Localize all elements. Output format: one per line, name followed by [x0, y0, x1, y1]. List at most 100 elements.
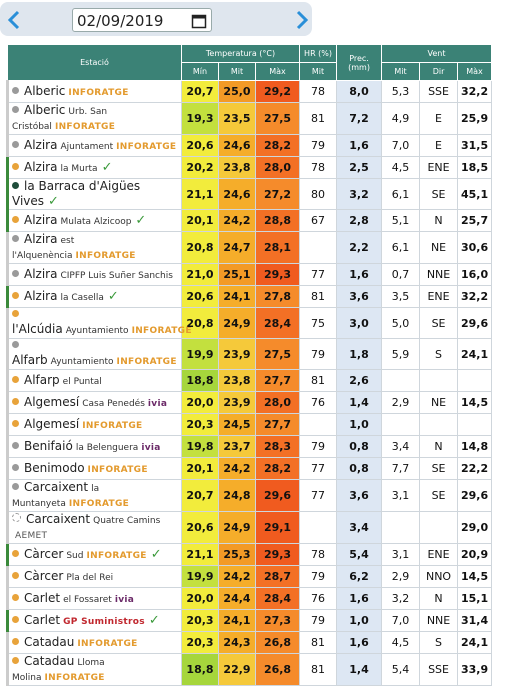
- station-source: INFORATGE: [87, 464, 148, 475]
- value-cell: [419, 511, 459, 544]
- station-source: INFORATGE: [131, 326, 192, 336]
- page: 02/09/2019 Estació Temperatura (°C) HR (…: [0, 2, 493, 686]
- station-source: INFORATGE: [68, 87, 129, 98]
- value-cell: 28,0: [254, 156, 301, 179]
- value-cell: NNE: [419, 609, 459, 632]
- station-cell: la Barraca d'Aigües Vives ✓: [6, 178, 182, 210]
- value-cell: 25,3: [218, 543, 256, 566]
- value-cell: 29,1: [254, 511, 301, 544]
- value-cell: 21,1: [181, 543, 219, 566]
- header-cell: Estació: [7, 44, 182, 81]
- date-text: 02/09/2019: [77, 12, 164, 30]
- value-cell: 6,1: [381, 231, 421, 264]
- value-cell: 20,3: [181, 631, 219, 654]
- value-cell: 28,0: [254, 391, 301, 414]
- station-cell: Benifaió la Belenguera ivia: [6, 435, 182, 458]
- value-cell: 23,9: [218, 338, 256, 370]
- value-cell: 23,5: [218, 102, 256, 135]
- next-day[interactable]: [290, 9, 312, 31]
- value-cell: 3,0: [336, 307, 383, 339]
- date-input[interactable]: 02/09/2019: [72, 8, 212, 32]
- station-row: Catadau INFORATGE 20,3 24,3 26,8 81 1,6 4,5 S 24,…: [6, 631, 493, 654]
- value-cell: 19,3: [181, 102, 219, 135]
- value-cell: 29,6: [254, 479, 301, 512]
- value-cell: NNO: [419, 565, 459, 588]
- status-dot: [12, 375, 19, 383]
- value-cell: 5,3: [381, 80, 421, 103]
- station-source: INFORATGE: [86, 550, 147, 561]
- station-source: INFORATGE: [75, 251, 136, 261]
- value-cell: 20,2: [181, 156, 219, 179]
- value-cell: [457, 413, 493, 436]
- value-cell: S: [419, 631, 459, 654]
- station-detail: Quatre Camins: [93, 516, 161, 526]
- value-cell: 1,4: [336, 391, 383, 414]
- station-detail: Sud: [66, 550, 84, 561]
- station-name: Alberic: [24, 103, 66, 117]
- value-cell: 15,1: [457, 587, 493, 610]
- station-cell: Alberic Urb. San Cristóbal INFORATGE: [6, 102, 182, 135]
- value-cell: 19,8: [181, 435, 219, 458]
- value-cell: 4,5: [381, 156, 421, 179]
- status-dot: [12, 140, 19, 148]
- value-cell: 27,2: [254, 178, 301, 210]
- value-cell: 20,3: [181, 413, 219, 436]
- station-name: Carcaixent: [26, 512, 91, 526]
- calendar-icon[interactable]: [191, 13, 207, 29]
- station-detail: la Murta: [60, 163, 98, 174]
- status-dot: [12, 182, 19, 189]
- value-cell: 24,5: [218, 413, 256, 436]
- value-cell: 29,2: [254, 80, 301, 103]
- value-cell: 26,8: [254, 653, 301, 686]
- value-cell: 20,6: [181, 285, 219, 308]
- station-source: INFORATGE: [116, 357, 177, 367]
- status-dot: [12, 310, 19, 317]
- value-cell: 24,8: [218, 479, 256, 512]
- value-cell: [381, 413, 421, 436]
- value-cell: 7,2: [336, 102, 383, 135]
- value-cell: 2,9: [381, 391, 421, 414]
- station-detail: Ayuntamiento: [50, 357, 114, 367]
- station-row: Carcaixent Quatre Camins AEMET 20,6 24,9 29,1…: [6, 511, 493, 544]
- value-cell: SSE: [419, 653, 459, 686]
- value-cell: 24,2: [218, 565, 256, 588]
- station-detail: Mulata Alzicoop: [60, 216, 132, 227]
- status-dot: [12, 657, 19, 664]
- value-cell: 1,0: [336, 609, 383, 632]
- value-cell: 24,1: [218, 609, 256, 632]
- value-cell: 24,3: [218, 631, 256, 654]
- value-cell: 20,8: [181, 307, 219, 339]
- value-cell: [381, 511, 421, 544]
- station-row: Càrcer Sud INFORATGE ✓ 21,1 25,3 29,3 78 5,4 3,1 E…: [6, 543, 493, 566]
- verified-check: ✓: [148, 612, 160, 628]
- station-name: Algemesí: [24, 394, 80, 409]
- station-cell: Alzira Mulata Alzicoop ✓: [6, 209, 182, 232]
- station-source: INFORATGE: [44, 673, 105, 683]
- station-row: Carcaixent la Muntanyeta INFORATGE 20,7 24,8…: [6, 479, 493, 512]
- value-cell: 77: [299, 263, 338, 286]
- value-cell: 20,8: [181, 231, 219, 264]
- station-cell: Carcaixent la Muntanyeta INFORATGE: [6, 479, 182, 512]
- value-cell: 23,7: [218, 435, 256, 458]
- prev-day[interactable]: [4, 9, 26, 31]
- sub-header-cell: Màx: [457, 62, 493, 81]
- station-row: Alfarp el Puntal 18,8 23,8 27,7 81 2,6: [6, 369, 493, 392]
- status-dot: [12, 162, 19, 170]
- value-cell: 5,1: [381, 209, 421, 232]
- station-name: Carlet: [24, 612, 61, 627]
- station-row: Carlet GP Suministros ✓ 20,3 24,1 27,3 79 1,0 7,…: [6, 609, 493, 632]
- value-cell: 25,9: [457, 102, 493, 135]
- value-cell: 81: [299, 631, 338, 654]
- value-cell: 20,0: [181, 391, 219, 414]
- value-cell: SE: [419, 307, 459, 339]
- status-dot: [12, 215, 19, 223]
- value-cell: 22,2: [457, 457, 493, 480]
- value-cell: 24,2: [218, 457, 256, 480]
- value-cell: 0,7: [381, 263, 421, 286]
- station-cell: Alzira la Murta ✓: [6, 156, 182, 179]
- value-cell: 23,8: [218, 156, 256, 179]
- station-detail: Urb. San Cristóbal: [12, 107, 108, 132]
- value-cell: 24,2: [218, 209, 256, 232]
- value-cell: N: [419, 587, 459, 610]
- value-cell: 1,6: [336, 263, 383, 286]
